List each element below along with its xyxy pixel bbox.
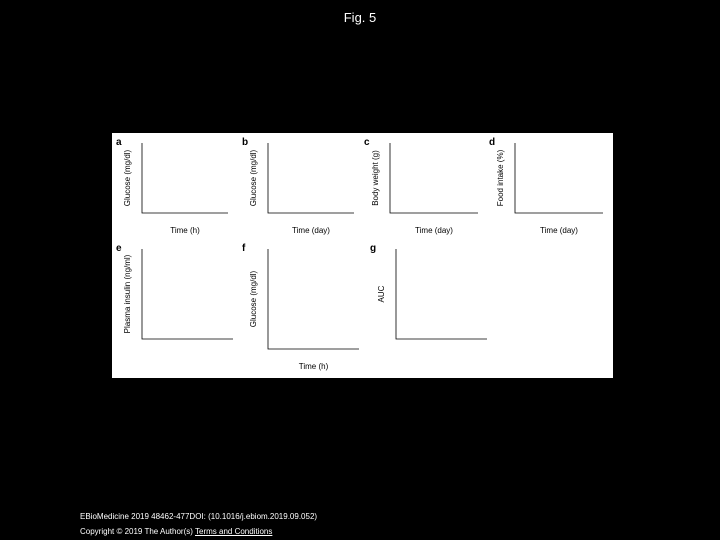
slide-title: Fig. 5 — [343, 10, 377, 25]
panel-letter: a — [116, 137, 122, 148]
y-axis-label: Body weight (g) — [371, 150, 380, 206]
x-axis-label: Time (day) — [540, 226, 578, 235]
panel-letter: b — [242, 137, 248, 148]
copyright: Copyright © 2019 The Author(s) — [80, 527, 193, 536]
axes — [267, 143, 354, 214]
axes — [395, 249, 487, 340]
y-axis-label: Plasma insulin (ng/ml) — [123, 254, 132, 333]
axes — [389, 143, 478, 214]
y-axis-label: Food intake (%) — [496, 149, 505, 206]
x-axis-label: Time (day) — [415, 226, 453, 235]
y-axis-label: AUC — [377, 285, 386, 302]
copyright-line: Copyright © 2019 The Author(s) Terms and… — [80, 524, 317, 539]
x-axis-label: Time (day) — [292, 226, 330, 235]
panel-letter: d — [489, 137, 495, 148]
terms-link[interactable]: Terms and Conditions — [195, 527, 273, 536]
panel-letter: g — [370, 243, 376, 254]
footer: EBioMedicine 2019 48462-477DOI: (10.1016… — [80, 509, 317, 539]
panel-letter: e — [116, 243, 122, 254]
axes — [141, 143, 228, 214]
y-axis-label: Glucose (mg/dl) — [249, 149, 258, 206]
citation: EBioMedicine 2019 48462-477DOI: (10.1016… — [80, 512, 318, 521]
x-axis-label: Time (h) — [170, 226, 200, 235]
axes — [514, 143, 603, 214]
panel-letter: c — [364, 137, 370, 148]
panel-letter: f — [242, 243, 246, 254]
x-axis-label: Time (h) — [299, 362, 329, 371]
y-axis-label: Glucose (mg/dl) — [123, 149, 132, 206]
y-axis-label: Glucose (mg/dl) — [249, 270, 258, 327]
axes — [141, 249, 233, 340]
axes — [267, 249, 359, 350]
